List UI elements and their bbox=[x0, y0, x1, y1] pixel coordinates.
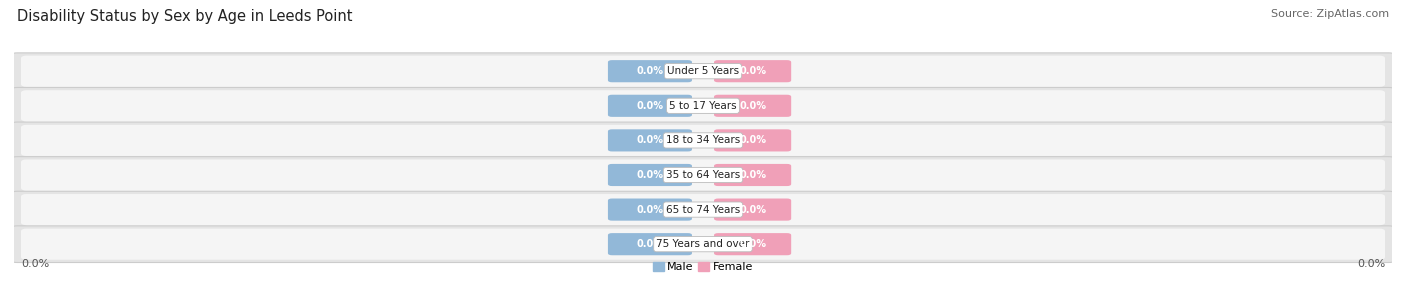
FancyBboxPatch shape bbox=[21, 125, 1385, 156]
Text: 0.0%: 0.0% bbox=[740, 205, 766, 215]
Text: 0.0%: 0.0% bbox=[637, 170, 664, 180]
Text: 18 to 34 Years: 18 to 34 Years bbox=[666, 135, 740, 145]
FancyBboxPatch shape bbox=[607, 199, 692, 221]
FancyBboxPatch shape bbox=[21, 229, 1385, 260]
Text: 0.0%: 0.0% bbox=[740, 101, 766, 111]
Text: 0.0%: 0.0% bbox=[740, 66, 766, 76]
FancyBboxPatch shape bbox=[10, 226, 1396, 263]
Text: 0.0%: 0.0% bbox=[740, 170, 766, 180]
FancyBboxPatch shape bbox=[10, 53, 1396, 90]
FancyBboxPatch shape bbox=[21, 160, 1385, 191]
FancyBboxPatch shape bbox=[714, 60, 792, 82]
FancyBboxPatch shape bbox=[714, 233, 792, 255]
Text: Disability Status by Sex by Age in Leeds Point: Disability Status by Sex by Age in Leeds… bbox=[17, 9, 353, 24]
Text: 0.0%: 0.0% bbox=[637, 205, 664, 215]
Text: 0.0%: 0.0% bbox=[740, 239, 766, 249]
Text: 0.0%: 0.0% bbox=[1357, 259, 1385, 269]
FancyBboxPatch shape bbox=[714, 95, 792, 117]
Text: Under 5 Years: Under 5 Years bbox=[666, 66, 740, 76]
Text: 75 Years and over: 75 Years and over bbox=[657, 239, 749, 249]
FancyBboxPatch shape bbox=[714, 164, 792, 186]
Text: 0.0%: 0.0% bbox=[637, 239, 664, 249]
FancyBboxPatch shape bbox=[10, 122, 1396, 159]
FancyBboxPatch shape bbox=[10, 88, 1396, 124]
FancyBboxPatch shape bbox=[607, 129, 692, 152]
Text: Source: ZipAtlas.com: Source: ZipAtlas.com bbox=[1271, 9, 1389, 19]
FancyBboxPatch shape bbox=[714, 129, 792, 152]
Text: 0.0%: 0.0% bbox=[21, 259, 49, 269]
FancyBboxPatch shape bbox=[607, 95, 692, 117]
Text: 0.0%: 0.0% bbox=[740, 135, 766, 145]
FancyBboxPatch shape bbox=[21, 90, 1385, 121]
Text: 35 to 64 Years: 35 to 64 Years bbox=[666, 170, 740, 180]
FancyBboxPatch shape bbox=[21, 56, 1385, 87]
FancyBboxPatch shape bbox=[607, 60, 692, 82]
Text: 0.0%: 0.0% bbox=[637, 135, 664, 145]
Text: 0.0%: 0.0% bbox=[637, 66, 664, 76]
FancyBboxPatch shape bbox=[10, 157, 1396, 193]
FancyBboxPatch shape bbox=[10, 191, 1396, 228]
Legend: Male, Female: Male, Female bbox=[648, 257, 758, 277]
Text: 0.0%: 0.0% bbox=[637, 101, 664, 111]
FancyBboxPatch shape bbox=[607, 164, 692, 186]
Text: 5 to 17 Years: 5 to 17 Years bbox=[669, 101, 737, 111]
FancyBboxPatch shape bbox=[607, 233, 692, 255]
FancyBboxPatch shape bbox=[714, 199, 792, 221]
FancyBboxPatch shape bbox=[21, 194, 1385, 225]
Text: 65 to 74 Years: 65 to 74 Years bbox=[666, 205, 740, 215]
